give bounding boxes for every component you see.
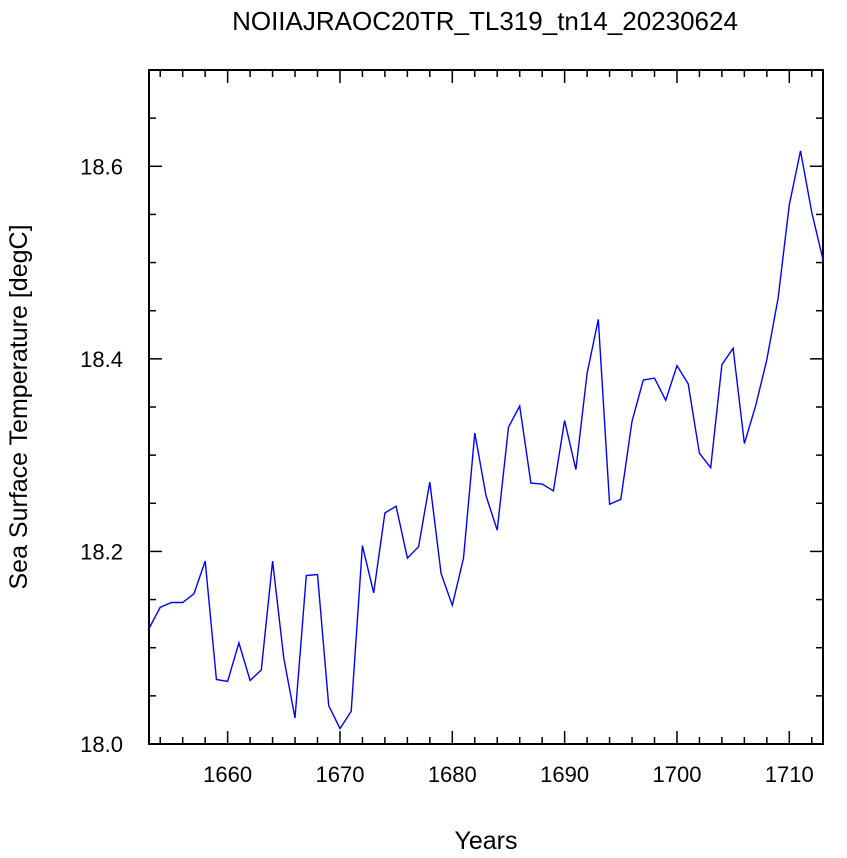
x-tick-label: 1670 xyxy=(315,762,364,787)
x-tick-label: 1710 xyxy=(765,762,814,787)
x-axis-label: Years xyxy=(454,827,517,855)
y-axis-label: Sea Surface Temperature [degC] xyxy=(5,224,33,589)
x-tick-label: 1690 xyxy=(540,762,589,787)
axis-ticks xyxy=(149,69,823,745)
x-tick-labels: 1660 1670 1680 1690 1700 1710 xyxy=(203,762,814,787)
y-tick-label: 18.0 xyxy=(80,732,123,757)
y-tick-label: 18.4 xyxy=(80,347,123,372)
y-tick-labels: 18.0 18.2 18.4 18.6 xyxy=(80,154,123,757)
x-tick-label: 1660 xyxy=(203,762,252,787)
sst-series-line xyxy=(148,150,824,731)
chart-title: NOIIAJRAOC20TR_TL319_tn14_20230624 xyxy=(232,6,738,36)
y-tick-label: 18.6 xyxy=(80,154,123,179)
x-tick-label: 1680 xyxy=(428,762,477,787)
plot-frame xyxy=(148,69,824,745)
y-tick-label: 18.2 xyxy=(80,539,123,564)
x-tick-label: 1700 xyxy=(652,762,701,787)
